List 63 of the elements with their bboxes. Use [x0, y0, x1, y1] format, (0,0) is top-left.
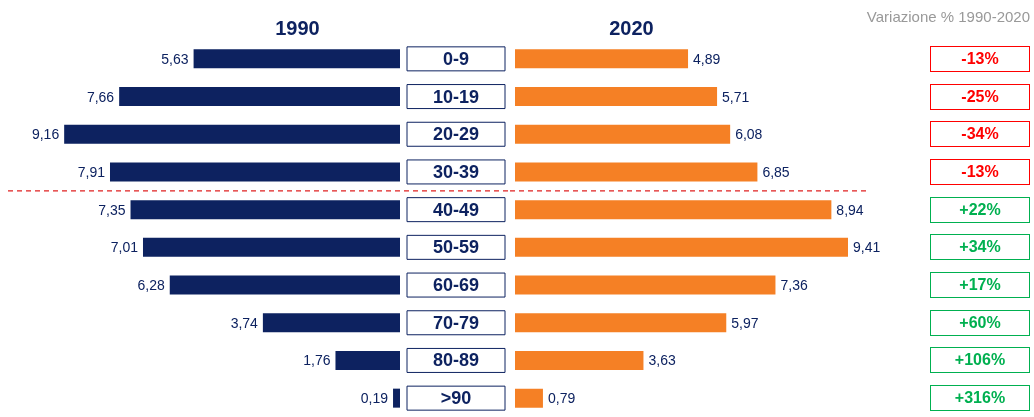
- y-tick-label: 60-69: [432, 275, 480, 296]
- y-tick-label: 80-89: [432, 350, 480, 371]
- bar: [64, 124, 400, 144]
- data-label: 5,71: [722, 88, 750, 105]
- bar: [109, 162, 400, 182]
- bar: [515, 162, 758, 182]
- text: -13%: [930, 158, 1030, 185]
- y-tick-label: >90: [440, 388, 472, 409]
- text: +17%: [930, 272, 1030, 299]
- data-label: 9,16: [31, 126, 60, 143]
- data-label: 3,74: [230, 314, 259, 331]
- data-label: 7,91: [77, 163, 106, 180]
- bar: [169, 275, 400, 295]
- text: +22%: [930, 196, 1030, 223]
- data-label: 5,97: [731, 314, 759, 331]
- text: -34%: [930, 121, 1030, 148]
- bar: [262, 313, 400, 333]
- data-label: 0,79: [547, 390, 576, 407]
- data-label: 7,36: [780, 277, 808, 294]
- bar: [515, 275, 776, 295]
- text: Variazione % 1990-2020: [866, 8, 1030, 25]
- y-tick-label: 0-9: [442, 48, 470, 69]
- bar: [515, 350, 644, 370]
- bar: [130, 200, 400, 220]
- data-label: 4,89: [693, 50, 721, 67]
- data-label: 7,01: [110, 239, 139, 256]
- data-label: 6,28: [137, 277, 165, 294]
- bar: [515, 49, 689, 69]
- text: +34%: [930, 234, 1030, 261]
- data-label: 7,35: [98, 201, 126, 218]
- y-tick-label: 70-79: [432, 312, 480, 333]
- data-label: 6,85: [762, 163, 790, 180]
- bar: [193, 49, 400, 69]
- y-tick-label: 20-29: [432, 124, 480, 145]
- text: +60%: [930, 309, 1030, 336]
- data-label: 6,08: [735, 126, 763, 143]
- text: +316%: [930, 385, 1030, 412]
- data-label: 3,63: [648, 352, 676, 369]
- bar: [142, 237, 400, 257]
- data-label: 9,41: [853, 239, 881, 256]
- bar: [515, 200, 832, 220]
- data-label: 7,66: [86, 88, 115, 105]
- data-label: 0,19: [360, 390, 389, 407]
- text: -25%: [930, 83, 1030, 110]
- chart-title: 1990: [275, 17, 320, 39]
- chart-title: 2020: [609, 17, 654, 39]
- text: -13%: [930, 45, 1030, 72]
- bar: [515, 313, 727, 333]
- y-tick-label: 40-49: [432, 199, 480, 220]
- data-label: 1,76: [303, 352, 331, 369]
- bar: [515, 87, 718, 107]
- data-label: 8,94: [836, 201, 864, 218]
- data-label: 5,63: [161, 50, 189, 67]
- bar: [119, 87, 400, 107]
- bar: [515, 124, 731, 144]
- y-tick-label: 10-19: [432, 86, 480, 107]
- bar: [335, 350, 400, 370]
- y-tick-label: 30-39: [432, 161, 480, 182]
- y-tick-label: 50-59: [432, 237, 480, 258]
- bar: [515, 237, 848, 257]
- text: +106%: [930, 347, 1030, 374]
- bar: [515, 388, 543, 408]
- bar: [393, 388, 400, 408]
